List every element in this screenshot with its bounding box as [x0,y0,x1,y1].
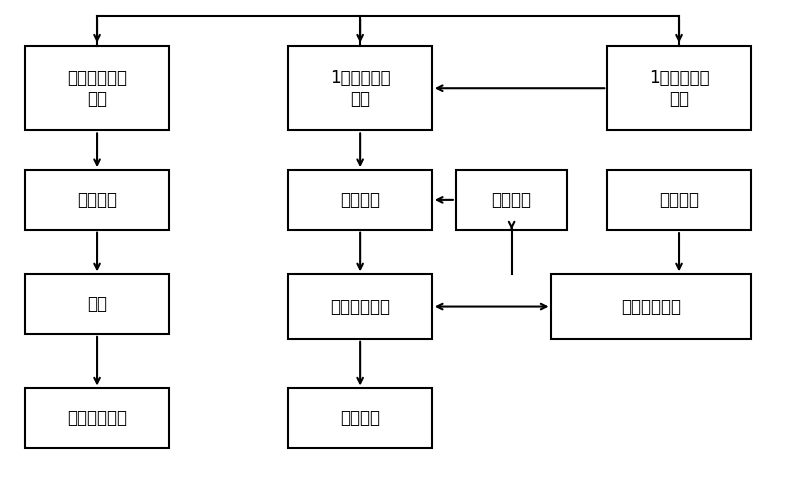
Bar [607,170,750,230]
Bar [288,388,432,448]
Text: 接收模块: 接收模块 [340,191,380,209]
Bar [288,274,432,339]
Text: 显控模块: 显控模块 [340,409,380,427]
Text: 驱动圆盘: 驱动圆盘 [77,191,117,209]
Text: 信号处理模块: 信号处理模块 [330,297,390,315]
Bar [607,46,750,130]
Bar [26,274,169,334]
Bar [26,46,169,130]
Text: 延时模块: 延时模块 [492,191,532,209]
Text: 1个发射天线
阵列: 1个发射天线 阵列 [649,69,710,108]
Bar [551,274,750,339]
Bar [288,46,432,130]
Text: 发射模块: 发射模块 [659,191,699,209]
Bar [288,170,432,230]
Bar [26,170,169,230]
Text: 电机: 电机 [87,295,107,313]
Text: 频率合成模块: 频率合成模块 [621,297,681,315]
Text: 天线阵列圆盘
支架: 天线阵列圆盘 支架 [67,69,127,108]
Bar [26,388,169,448]
Text: 1个接收天线
阵列: 1个接收天线 阵列 [330,69,390,108]
Text: 伺服控制模块: 伺服控制模块 [67,409,127,427]
Bar [456,170,567,230]
